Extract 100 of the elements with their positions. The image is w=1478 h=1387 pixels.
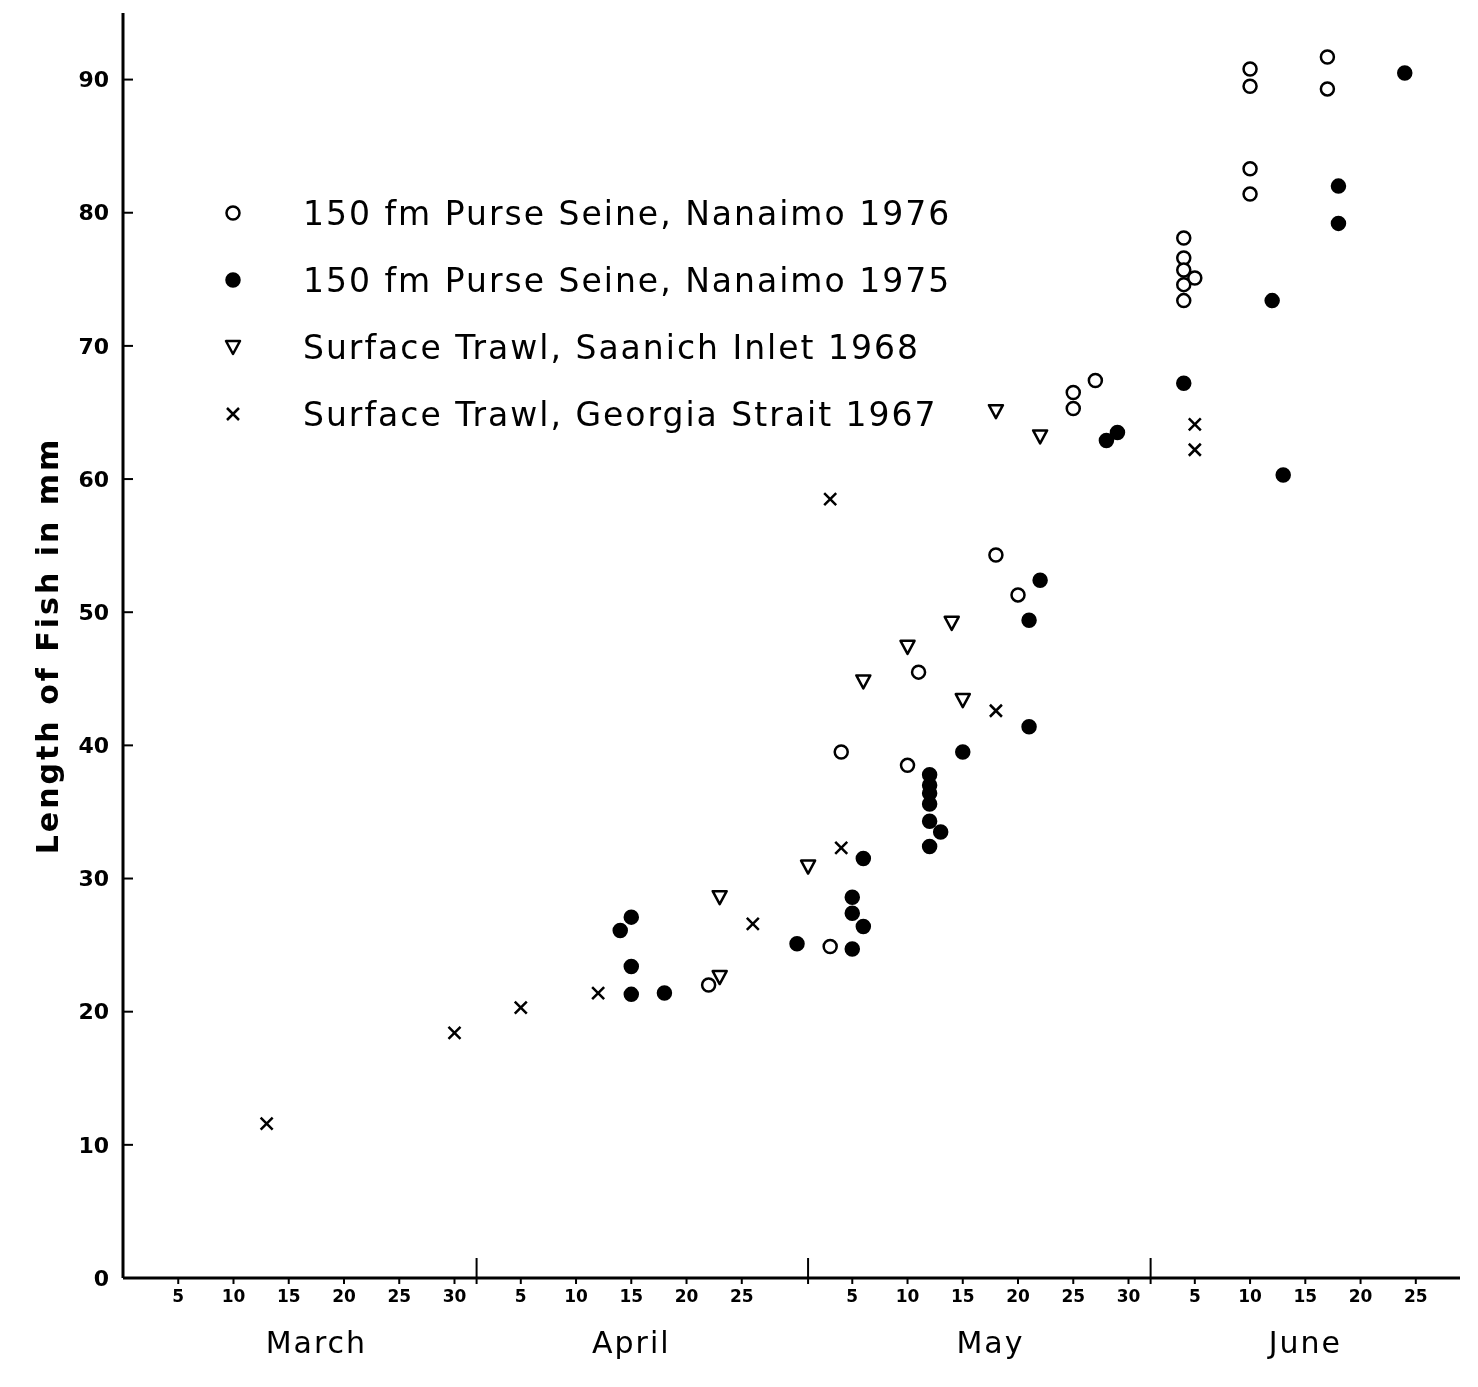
point [833,840,849,856]
point [1021,718,1037,735]
point [1176,262,1192,278]
x-tick-label: 15 [619,1286,644,1306]
point [899,639,916,656]
point [855,918,872,935]
x-tick-label: 10 [221,1286,246,1306]
y-tick-label: 90 [78,67,109,93]
point [700,977,717,993]
y-tick-label: 70 [78,333,109,359]
x-tick-label: 10 [895,1286,920,1306]
y-tick-label: 30 [78,866,109,892]
point [1319,81,1336,97]
point [955,744,971,760]
point [899,757,916,774]
y-axis-title: Length of Fish in mm [30,436,65,855]
legend-label: Surface Trawl, Georgia Strait 1967 [303,394,938,434]
x-tick-label: 5 [514,1286,527,1306]
point [844,905,861,921]
text: March [265,1325,368,1360]
legend-label: 150 fm Purse Seine, Nanaimo 1976 [303,193,952,233]
point [1330,215,1347,232]
y-tick-label: 10 [78,1132,109,1158]
text: April [591,1325,671,1360]
point [943,615,960,632]
x-tick-label: 5 [846,1286,859,1306]
point [1275,467,1291,483]
x-tick-label: 25 [1403,1286,1428,1306]
point [833,744,849,760]
point [745,916,761,932]
point [1031,429,1049,445]
legend-label: Surface Trawl, Saanich Inlet 1968 [303,327,920,367]
point [988,547,1004,563]
legend-label: 150 fm Purse Seine, Nanaimo 1975 [303,260,952,300]
point [921,838,938,855]
point [513,1000,529,1015]
point [1242,186,1258,202]
y-tick-label: 0 [93,1265,109,1291]
x-tick-label: 30 [442,1286,467,1306]
point [844,889,861,905]
point [921,796,938,812]
point [988,703,1004,718]
point [259,1116,274,1131]
point [1242,161,1258,177]
point [1021,612,1037,628]
point [1176,230,1192,246]
point [789,936,805,952]
point [1098,432,1115,449]
x-tick-label: 20 [1006,1286,1031,1306]
x-tick-label: 15 [276,1286,301,1306]
point [1397,65,1413,81]
point [1109,424,1126,441]
point [1187,270,1203,286]
x-tick-label: 15 [1293,1286,1318,1306]
point [711,969,728,986]
x-tick-label: 5 [1188,1286,1201,1306]
point [711,889,728,906]
y-tick-label: 50 [78,599,109,625]
point [1187,417,1203,432]
point [1319,49,1336,65]
point [1176,375,1192,391]
point [844,941,861,957]
point [447,1025,462,1041]
point [1065,384,1082,401]
x-tick-label: 15 [950,1286,975,1306]
point [932,824,949,840]
x-tick-label: 20 [332,1286,356,1306]
x-tick-label: 25 [1061,1286,1086,1306]
point [1176,292,1192,309]
x-tick-label: 10 [564,1286,589,1306]
y-tick-label: 20 [78,999,109,1025]
point [921,813,938,830]
text: June [1266,1325,1342,1360]
point [612,922,628,939]
point [1187,442,1203,458]
x-tick-label: 20 [674,1286,699,1306]
x-tick-label: 25 [729,1286,754,1306]
point [1176,276,1192,293]
point [1032,572,1048,588]
point [799,859,817,875]
y-tick-label: 60 [78,466,109,492]
point [1010,587,1026,603]
point [1242,61,1258,77]
point [1242,78,1258,94]
x-tick-label: 30 [1116,1286,1141,1306]
point [987,403,1005,420]
point [623,909,640,925]
point [1264,292,1280,309]
y-tick-label: 80 [78,200,109,226]
point [855,850,872,867]
point [623,958,640,975]
x-tick-label: 10 [1238,1286,1263,1306]
x-tick-label: 25 [387,1286,412,1306]
point [656,985,673,1001]
point [910,664,927,680]
point [822,491,838,507]
point [954,692,972,709]
x-tick-label: 5 [172,1286,185,1306]
point [623,986,640,1003]
point [822,938,838,955]
